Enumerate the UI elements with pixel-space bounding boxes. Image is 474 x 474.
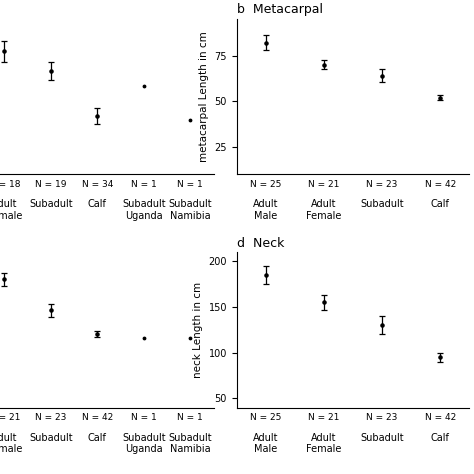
- Y-axis label: metacarpal Length in cm: metacarpal Length in cm: [199, 31, 209, 162]
- Text: N = 42: N = 42: [425, 180, 456, 189]
- Text: N = 19: N = 19: [35, 180, 66, 189]
- Text: N = 21: N = 21: [308, 413, 340, 422]
- Text: N = 25: N = 25: [250, 413, 282, 422]
- Text: N = 21: N = 21: [0, 413, 20, 422]
- Text: d  Neck: d Neck: [237, 237, 284, 250]
- Text: N = 42: N = 42: [82, 413, 113, 422]
- Text: N = 23: N = 23: [366, 413, 398, 422]
- Text: N = 42: N = 42: [425, 413, 456, 422]
- Text: N = 1: N = 1: [131, 180, 156, 189]
- Text: N = 18: N = 18: [0, 180, 20, 189]
- Text: b  Metacarpal: b Metacarpal: [237, 3, 323, 17]
- Text: N = 1: N = 1: [177, 180, 203, 189]
- Text: N = 21: N = 21: [308, 180, 340, 189]
- Text: N = 23: N = 23: [35, 413, 66, 422]
- Text: N = 23: N = 23: [366, 180, 398, 189]
- Text: N = 1: N = 1: [177, 413, 203, 422]
- Y-axis label: neck Length in cm: neck Length in cm: [193, 282, 203, 378]
- Text: N = 25: N = 25: [250, 180, 282, 189]
- Text: N = 1: N = 1: [131, 413, 156, 422]
- Text: N = 34: N = 34: [82, 180, 113, 189]
